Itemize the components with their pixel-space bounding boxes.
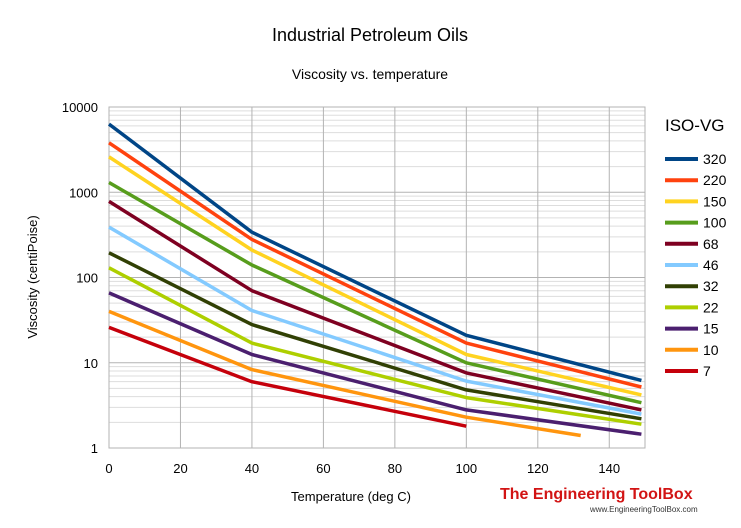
x-tick-label: 80 [388,461,402,476]
y-tick-label: 100 [76,271,98,286]
legend-label-iso-vg-220: 220 [703,172,727,188]
series-line-iso-vg-320 [107,122,642,383]
legend: 320 220 150 100 68 46 32 22 15 10 7 [665,151,727,379]
plot-frame [108,106,646,449]
x-tick-label: 120 [527,461,549,476]
brand-url: www.EngineeringToolBox.com [589,505,698,514]
series-line-iso-vg-150 [108,155,642,397]
y-axis-label: Viscosity (centiPoise) [25,215,40,338]
series-line-iso-vg-22 [108,266,642,426]
x-tick-label: 60 [316,461,330,476]
legend-label-iso-vg-22: 22 [703,299,719,315]
x-tick-label: 140 [598,461,620,476]
legend-title: ISO-VG [665,116,725,135]
x-tick-label: 0 [105,461,112,476]
legend-label-iso-vg-46: 46 [703,257,719,273]
x-tick-label: 20 [173,461,187,476]
plot-border [108,106,646,449]
y-tick-label: 1000 [69,185,98,200]
legend-label-iso-vg-150: 150 [703,193,727,209]
chart-subtitle: Viscosity vs. temperature [292,66,448,82]
legend-label-iso-vg-320: 320 [703,151,727,167]
series-line-iso-vg-32 [108,251,642,421]
chart-title: Industrial Petroleum Oils [272,25,468,45]
series-line-iso-vg-100 [108,180,642,405]
series-line-iso-vg-220 [108,141,642,389]
y-tick-label: 1 [91,441,98,456]
x-tick-label: 40 [245,461,259,476]
legend-label-iso-vg-68: 68 [703,236,719,252]
series-line-iso-vg-68 [108,199,642,412]
series-line-iso-vg-46 [108,225,642,416]
series-layer [107,122,642,438]
axis-ticks: 0 20 40 60 80 100 120 140 1 10 100 1000 10000 [62,100,620,476]
y-tick-label: 10000 [62,100,98,115]
x-axis-label: Temperature (deg C) [291,489,411,504]
series-line-iso-vg-10 [108,309,581,438]
brand-logo: The Engineering ToolBox [500,486,693,503]
legend-label-iso-vg-15: 15 [703,321,719,337]
y-tick-label: 10 [84,356,98,371]
legend-label-iso-vg-7: 7 [703,363,711,379]
legend-label-iso-vg-10: 10 [703,342,719,358]
series-line-iso-vg-15 [108,291,642,436]
series-line-iso-vg-7 [108,325,467,428]
legend-label-iso-vg-100: 100 [703,215,727,231]
x-tick-label: 100 [455,461,477,476]
legend-label-iso-vg-32: 32 [703,278,719,294]
